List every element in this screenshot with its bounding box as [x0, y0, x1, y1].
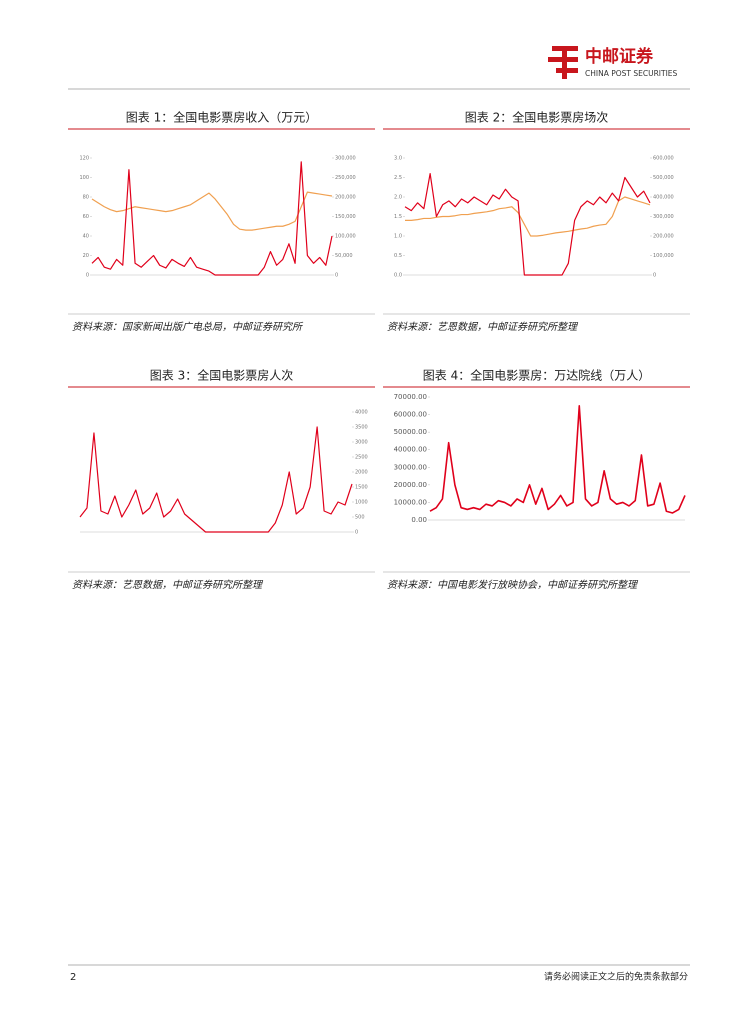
y-tick-label: 500,000	[653, 175, 674, 181]
y-tick-label: 4000	[355, 410, 368, 416]
series-line	[91, 191, 333, 231]
page-number: 2	[70, 972, 76, 983]
y-tick-label: 20	[83, 253, 89, 259]
y-tick-label: 2.5	[394, 175, 402, 181]
y-tick-label: 250,000	[335, 175, 356, 181]
y-tick-label: 300,000	[335, 156, 356, 162]
y-tick-label: 70000.00	[394, 393, 427, 401]
series-line	[405, 196, 651, 237]
y-tick-label: 120	[79, 156, 89, 162]
brand: 中邮证券	[585, 46, 654, 67]
figure-title: 图表 4：全国电影票房：万达院线（万人）	[423, 368, 650, 383]
figure-source: 资料来源：中国电影发行放映协会，中邮证券研究所整理	[387, 579, 639, 591]
y-tick-label: 0.00	[411, 516, 427, 524]
y-tick-label: 400,000	[653, 195, 674, 201]
y-tick-label: 300,000	[653, 214, 674, 220]
brand-en: CHINA POST SECURITIES	[585, 69, 678, 78]
y-tick-label: 100,000	[335, 234, 356, 240]
disclaimer: 请务必阅读正文之后的免责条款部分	[544, 971, 688, 983]
y-tick-label: 0.0	[394, 273, 402, 279]
figure-title: 图表 2：全国电影票房场次	[465, 110, 608, 125]
series-line	[79, 426, 353, 533]
y-tick-label: 50000.00	[394, 428, 427, 436]
y-tick-label: 3000	[355, 440, 368, 446]
y-tick-label: 1500	[355, 485, 368, 491]
logo-mark	[548, 46, 578, 79]
y-tick-label: 0	[653, 273, 656, 279]
y-tick-label: 2.0	[394, 195, 402, 201]
y-tick-label: 2000	[355, 470, 368, 476]
y-tick-label: 500	[355, 515, 365, 521]
figure-source: 资料来源：艺恩数据，中邮证券研究所整理	[387, 321, 579, 333]
y-tick-label: 40000.00	[394, 446, 427, 454]
y-tick-label: 1.5	[394, 214, 402, 220]
y-tick-label: 20000.00	[394, 481, 427, 489]
y-tick-label: 200,000	[653, 234, 674, 240]
y-tick-label: 0.5	[394, 253, 402, 259]
y-tick-label: 200,000	[335, 195, 356, 201]
y-tick-label: 0	[335, 273, 338, 279]
y-tick-label: 40	[83, 234, 89, 240]
y-tick-label: 10000.00	[394, 498, 427, 506]
y-tick-label: 1.0	[394, 234, 402, 240]
figure-source: 资料来源：国家新闻出版广电总局，中邮证券研究所	[72, 321, 304, 333]
series-line	[404, 173, 651, 276]
series-line	[429, 404, 686, 514]
y-tick-label: 150,000	[335, 214, 356, 220]
figure-title: 图表 1：全国电影票房收入（万元）	[126, 110, 317, 125]
figure-title: 图表 3：全国电影票房人次	[150, 368, 293, 383]
y-tick-label: 50,000	[335, 253, 353, 259]
y-tick-label: 100,000	[653, 253, 674, 259]
series-line	[91, 161, 333, 276]
y-tick-label: 2500	[355, 455, 368, 461]
y-tick-label: 60	[83, 214, 89, 220]
y-tick-label: 3500	[355, 425, 368, 431]
y-tick-label: 3.0	[394, 156, 402, 162]
figure-source: 资料来源：艺恩数据，中邮证券研究所整理	[72, 579, 264, 591]
y-tick-label: 0	[86, 273, 89, 279]
y-tick-label: 60000.00	[394, 411, 427, 419]
y-tick-label: 30000.00	[394, 463, 427, 471]
y-tick-label: 1000	[355, 500, 368, 506]
y-tick-label: 100	[79, 175, 89, 181]
y-tick-label: 0	[355, 530, 358, 536]
y-tick-label: 600,000	[653, 156, 674, 162]
y-tick-label: 80	[83, 195, 89, 201]
